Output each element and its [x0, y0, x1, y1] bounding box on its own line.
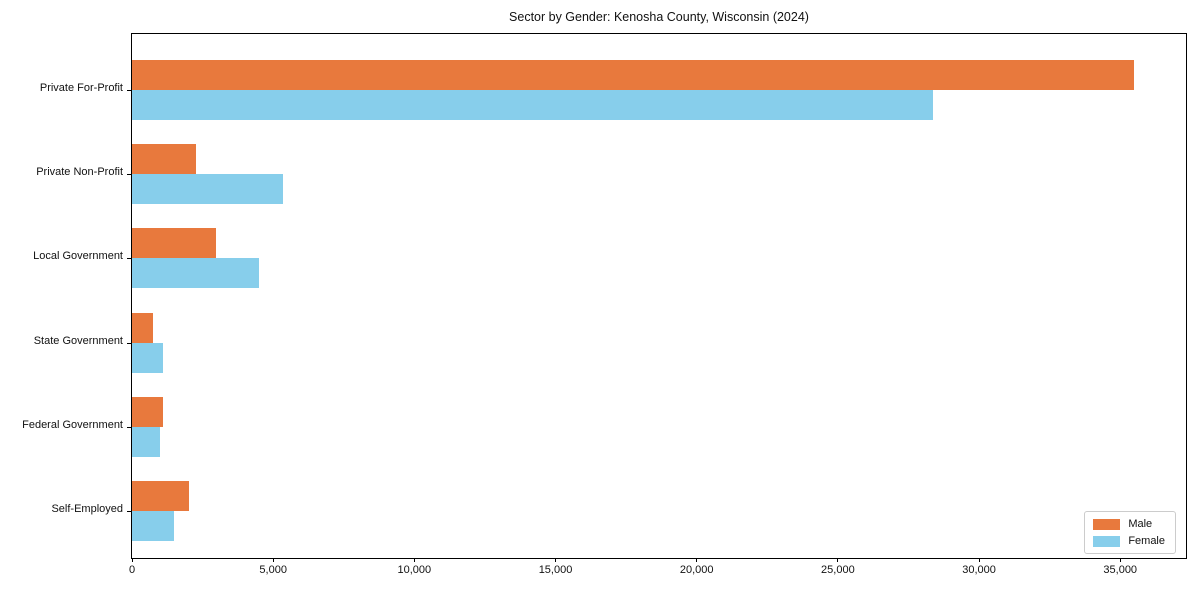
x-tick-label: 35,000 — [1103, 564, 1138, 576]
bar-male-2 — [132, 144, 197, 175]
y-tick-label: State Government — [33, 334, 123, 347]
y-tick-label: Self-Employed — [51, 503, 123, 515]
bar-female-4 — [132, 342, 164, 373]
x-tick-mark — [555, 558, 557, 562]
x-tick-label: 30,000 — [962, 564, 996, 576]
y-tick-mark — [127, 426, 131, 428]
legend-label-male: Male — [1128, 518, 1153, 530]
y-tick-mark — [127, 90, 131, 91]
x-tick-label: 15,000 — [538, 564, 573, 576]
x-tick-mark — [413, 558, 415, 562]
x-tick-label: 20,000 — [679, 564, 714, 576]
x-tick-label: 25,000 — [821, 564, 855, 576]
y-tick-mark — [127, 258, 131, 260]
x-tick-mark — [272, 558, 274, 562]
bar-male-6 — [132, 481, 189, 511]
bar-male-1 — [132, 60, 1135, 90]
bar-female-1 — [132, 90, 933, 120]
y-tick-label: Federal Government — [22, 418, 123, 431]
bar-male-4 — [132, 312, 153, 343]
legend-swatch-male — [1093, 518, 1121, 530]
bar-female-2 — [132, 174, 283, 205]
y-tick-label: Private For-Profit — [39, 82, 123, 94]
legend-label-female: Female — [1128, 535, 1165, 547]
bar-female-6 — [132, 511, 175, 541]
y-tick-mark — [127, 342, 131, 344]
y-tick-label: Local Government — [33, 250, 123, 263]
bar-male-5 — [132, 396, 164, 427]
bar-male-3 — [132, 228, 216, 259]
x-tick-mark — [1119, 558, 1121, 562]
x-tick-label: 10,000 — [397, 564, 432, 576]
y-axis-labels: Private For-Profit Private Non-Profit Loca… — [0, 0, 123, 600]
legend-swatch-female — [1093, 535, 1121, 547]
x-tick-label: 0 — [128, 564, 136, 576]
x-tick-mark — [696, 558, 698, 562]
x-tick-label: 5,000 — [259, 564, 287, 576]
legend-item-male: Male — [1093, 518, 1165, 530]
x-tick-mark — [837, 558, 839, 562]
y-tick-mark — [127, 174, 131, 176]
bar-female-5 — [132, 426, 160, 457]
legend: Male Female — [1084, 511, 1176, 554]
bar-female-3 — [132, 258, 259, 289]
y-tick-mark — [127, 511, 131, 512]
y-tick-label: Private Non-Profit — [36, 166, 123, 179]
x-tick-mark — [978, 558, 980, 562]
legend-item-female: Female — [1093, 535, 1165, 547]
plot-area: 0 5,000 10,000 15,000 20,000 25,000 30,000 35,0… — [127, 33, 1187, 576]
x-tick-mark — [131, 558, 133, 562]
chart-title: Sector by Gender: Kenosha County, Wiscon… — [509, 10, 809, 24]
